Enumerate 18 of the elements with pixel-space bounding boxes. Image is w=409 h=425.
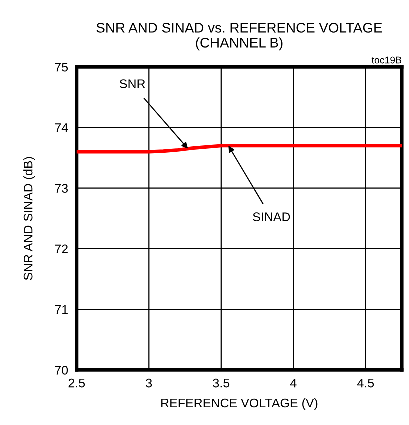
x-axis-title: REFERENCE VOLTAGE (V) — [162, 398, 318, 410]
y-tick-label: 70 — [55, 366, 68, 375]
x-tick-label: 3 — [146, 378, 152, 388]
chart-title: SNR AND SINAD vs. REFERENCE VOLTAGE (CHANNEL B) — [96, 23, 382, 51]
y-tick-label: 71 — [55, 306, 68, 314]
x-tick-label: 4 — [290, 378, 297, 388]
annotation: SNR — [120, 80, 146, 88]
x-tick-label: 3.5 — [213, 378, 230, 388]
y-tick-label: 72 — [55, 244, 68, 254]
y-tick-label: 74 — [55, 124, 68, 132]
y-tick-label: 73 — [55, 184, 68, 194]
x-tick-label: 4.5 — [358, 378, 374, 388]
annotation: SINAD — [253, 212, 290, 222]
line-series — [76, 144, 402, 154]
y-tick-label: 75 — [55, 63, 68, 72]
x-tick-label: 2.5 — [68, 378, 86, 388]
text: toc19B — [372, 56, 402, 64]
y-axis-title: SNR AND SINAD (dB) — [24, 157, 36, 280]
